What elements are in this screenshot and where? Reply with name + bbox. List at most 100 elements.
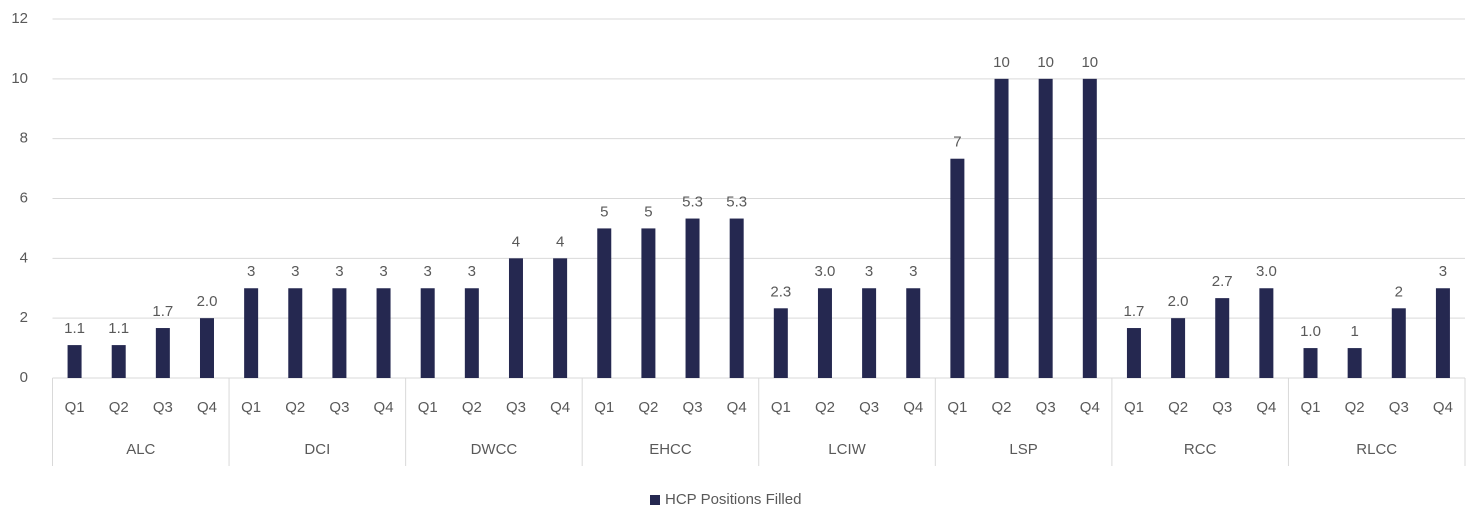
bar: [1082, 78, 1097, 378]
bar: [1435, 288, 1450, 378]
x-tick-label: Q2: [462, 399, 482, 416]
bar: [67, 345, 82, 378]
bar: [773, 308, 788, 378]
y-tick-label: 4: [20, 249, 28, 266]
x-tick-label: Q3: [859, 399, 879, 416]
data-label: 1.1: [108, 320, 129, 337]
data-label: 4: [556, 233, 564, 250]
x-tick-label: Q4: [1256, 399, 1276, 416]
data-label: 3: [247, 263, 255, 280]
data-label: 3.0: [815, 263, 836, 280]
x-tick-label: Q4: [1080, 399, 1100, 416]
bar: [1303, 348, 1318, 378]
y-tick-label: 12: [11, 10, 28, 27]
bar: [1259, 288, 1274, 378]
data-label: 10: [993, 54, 1010, 71]
data-label: 2.0: [1168, 293, 1189, 310]
bar: [420, 288, 435, 378]
bar: [376, 288, 391, 378]
data-label: 3: [335, 263, 343, 280]
data-label: 1.1: [64, 320, 85, 337]
x-tick-label: Q3: [329, 399, 349, 416]
bar: [332, 288, 347, 378]
legend-label: HCP Positions Filled: [665, 491, 801, 508]
bar: [862, 288, 877, 378]
bar: [1215, 298, 1230, 378]
bar: [685, 218, 700, 378]
group-label: LSP: [1009, 441, 1037, 458]
bar: [729, 218, 744, 378]
legend-swatch: [650, 495, 660, 505]
x-tick-label: Q2: [1345, 399, 1365, 416]
x-tick-label: Q3: [153, 399, 173, 416]
data-label: 1.7: [152, 303, 173, 320]
x-tick-label: Q1: [947, 399, 967, 416]
data-label: 3: [865, 263, 873, 280]
group-label: EHCC: [649, 441, 692, 458]
x-tick-label: Q2: [638, 399, 658, 416]
y-tick-label: 0: [20, 369, 28, 386]
bar: [244, 288, 259, 378]
data-label: 2: [1395, 283, 1403, 300]
data-label: 5: [600, 203, 608, 220]
group-label: RCC: [1184, 441, 1217, 458]
bar: [1171, 318, 1186, 378]
y-tick-label: 8: [20, 130, 28, 147]
bar: [1391, 308, 1406, 378]
data-label: 3: [468, 263, 476, 280]
data-label: 4: [512, 233, 520, 250]
x-tick-label: Q4: [197, 399, 217, 416]
data-label: 3: [424, 263, 432, 280]
data-label: 2.0: [197, 293, 218, 310]
bar: [597, 228, 612, 378]
data-label: 5.3: [726, 194, 747, 211]
x-tick-label: Q4: [903, 399, 923, 416]
x-tick-label: Q2: [109, 399, 129, 416]
data-label: 2.7: [1212, 273, 1233, 290]
bar: [950, 158, 965, 378]
x-tick-label: Q4: [374, 399, 394, 416]
x-tick-label: Q2: [815, 399, 835, 416]
bar: [111, 345, 126, 378]
x-tick-label: Q1: [1124, 399, 1144, 416]
x-tick-label: Q1: [418, 399, 438, 416]
data-label: 3: [1439, 263, 1447, 280]
data-label: 3: [909, 263, 917, 280]
bar: [288, 288, 303, 378]
x-tick-label: Q3: [1212, 399, 1232, 416]
y-tick-label: 2: [20, 309, 28, 326]
data-label: 5: [644, 203, 652, 220]
data-label: 3: [379, 263, 387, 280]
x-tick-label: Q2: [992, 399, 1012, 416]
x-tick-label: Q1: [594, 399, 614, 416]
x-tick-label: Q4: [1433, 399, 1453, 416]
data-label: 3: [291, 263, 299, 280]
bar: [155, 328, 170, 378]
bar: [1038, 78, 1053, 378]
x-tick-label: Q4: [727, 399, 747, 416]
x-tick-label: Q1: [65, 399, 85, 416]
bar: [464, 288, 479, 378]
bar: [1126, 328, 1141, 378]
data-label: 1.7: [1124, 303, 1145, 320]
x-tick-label: Q3: [683, 399, 703, 416]
bar: [994, 78, 1009, 378]
x-tick-label: Q3: [506, 399, 526, 416]
data-label: 10: [1037, 54, 1054, 71]
x-tick-label: Q4: [550, 399, 570, 416]
bar: [553, 258, 568, 378]
bar: [1347, 348, 1362, 378]
x-tick-label: Q3: [1036, 399, 1056, 416]
group-label: DCI: [304, 441, 330, 458]
x-tick-label: Q2: [285, 399, 305, 416]
group-label: ALC: [126, 441, 155, 458]
x-tick-label: Q1: [241, 399, 261, 416]
x-tick-label: Q2: [1168, 399, 1188, 416]
y-tick-label: 10: [11, 70, 28, 87]
data-label: 1: [1350, 323, 1358, 340]
bar: [906, 288, 921, 378]
x-tick-label: Q1: [1301, 399, 1321, 416]
x-tick-label: Q1: [771, 399, 791, 416]
data-label: 7: [953, 134, 961, 151]
